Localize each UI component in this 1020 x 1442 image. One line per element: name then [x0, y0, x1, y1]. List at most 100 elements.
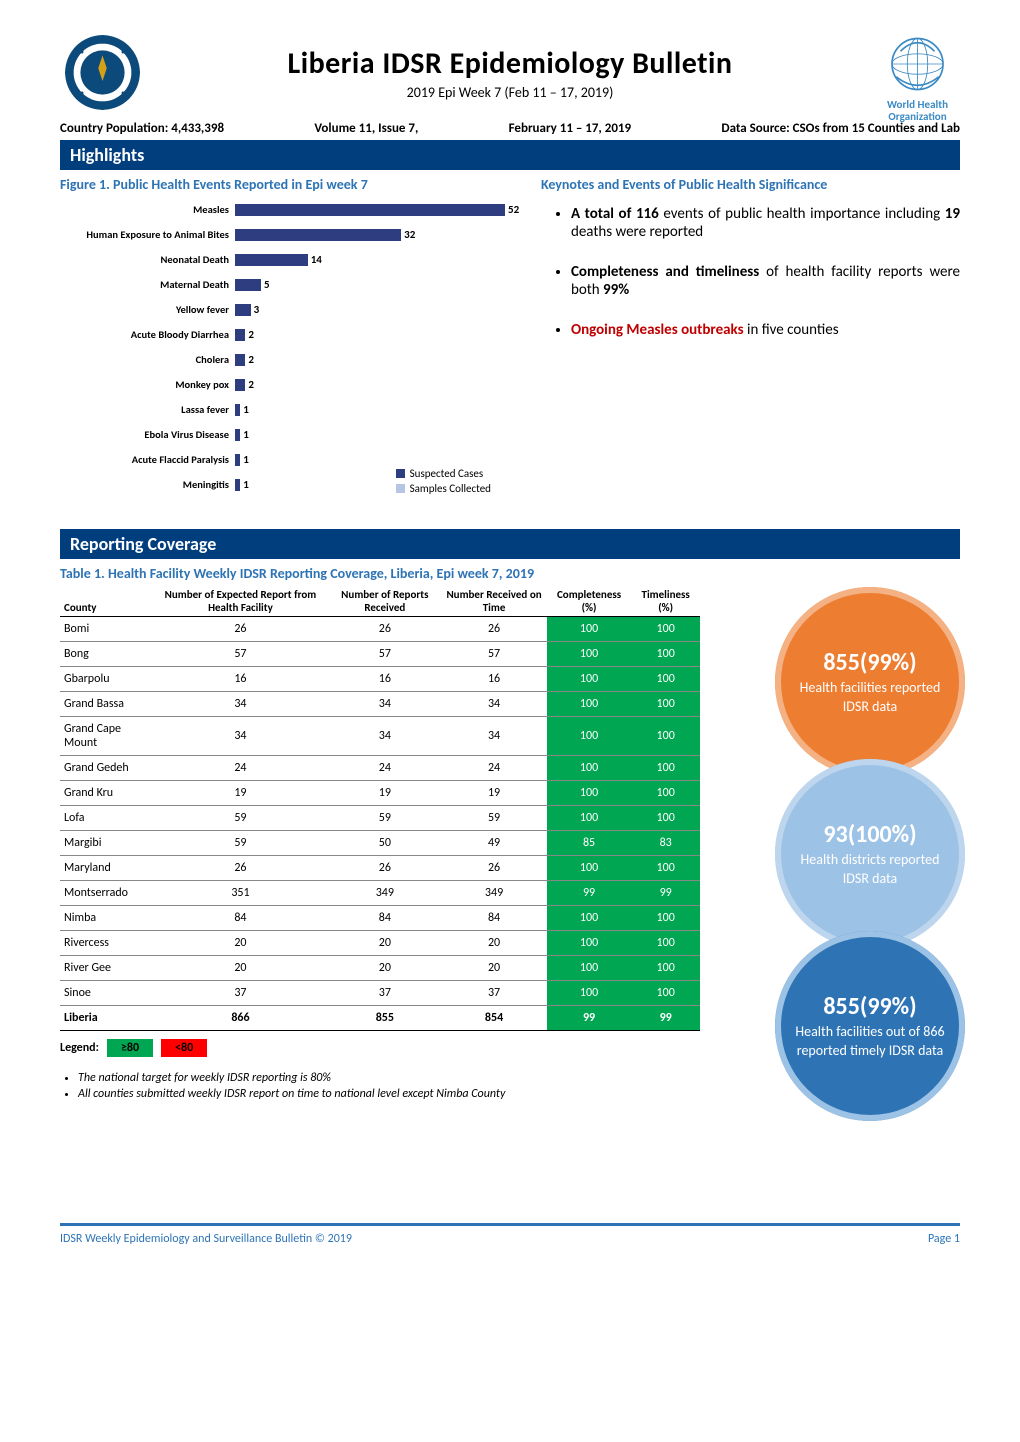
header: Liberia IDSR Epidemiology Bulletin 2019 … — [60, 30, 960, 115]
chart-label: Yellow fever — [60, 303, 235, 316]
chart-label: Neonatal Death — [60, 253, 235, 266]
table-cell: 34 — [153, 717, 329, 756]
meta-source: Data Source: CSOs from 15 Counties and L… — [721, 121, 960, 136]
bar-area: 3 — [235, 303, 521, 317]
chart-label: Meningitis — [60, 478, 235, 491]
table-cell: 57 — [328, 642, 441, 667]
table-cell: Bomi — [60, 617, 153, 642]
bar: 32 — [235, 229, 401, 241]
table-cell: 59 — [441, 806, 546, 831]
table-cell: Margibi — [60, 831, 153, 856]
stat-label: Health facilities out of 866 reported ti… — [795, 1023, 945, 1059]
stat-circle-timely: 855(99%) Health facilities out of 866 re… — [775, 931, 965, 1121]
chart-label: Acute Bloody Diarrhea — [60, 328, 235, 341]
legend-samples: Samples Collected — [396, 482, 491, 495]
table-cell: 99 — [631, 881, 700, 906]
stat-circle-districts: 93(100%) Health districts reported IDSR … — [775, 759, 965, 949]
nphil-logo — [60, 30, 145, 115]
table-cell: Lofa — [60, 806, 153, 831]
table-cell: 84 — [441, 906, 546, 931]
chart-row: Cholera2 — [60, 347, 521, 372]
bar-area: 5 — [235, 278, 521, 292]
table-cell: 24 — [153, 756, 329, 781]
figure-title: Figure 1. Public Health Events Reported … — [60, 176, 521, 193]
keynote-item: Ongoing Measles outbreaks in five counti… — [571, 321, 960, 339]
keynotes-title: Keynotes and Events of Public Health Sig… — [541, 176, 960, 193]
meta-line: Country Population: 4,433,398 Volume 11,… — [60, 121, 960, 136]
table-cell: 37 — [328, 981, 441, 1006]
table-cell: 50 — [328, 831, 441, 856]
table-cell: 99 — [547, 1006, 632, 1031]
table-cell: 34 — [153, 692, 329, 717]
chart-label: Monkey pox — [60, 378, 235, 391]
table-cell: 16 — [441, 667, 546, 692]
meta-volume: Volume 11, Issue 7, — [314, 121, 418, 136]
table-cell: 100 — [631, 617, 700, 642]
bar-area: 1 — [235, 403, 521, 417]
table-cell: 100 — [631, 781, 700, 806]
table-header: Number of Expected Report from Health Fa… — [153, 586, 329, 617]
bar: 2 — [235, 379, 245, 391]
bar-area: 2 — [235, 353, 521, 367]
table-cell: 59 — [153, 806, 329, 831]
bar-value: 2 — [248, 353, 254, 366]
table-cell: 100 — [631, 717, 700, 756]
chart-label: Cholera — [60, 353, 235, 366]
table-cell: 84 — [328, 906, 441, 931]
chart-label: Maternal Death — [60, 278, 235, 291]
table-cell: 37 — [441, 981, 546, 1006]
stat-circle-facilities: 855(99%) Health facilities reported IDSR… — [775, 587, 965, 777]
table-cell: Bong — [60, 642, 153, 667]
table-cell: 20 — [153, 931, 329, 956]
table-cell: Liberia — [60, 1006, 153, 1031]
table-cell: 57 — [441, 642, 546, 667]
table-header: County — [60, 586, 153, 617]
table-cell: 26 — [153, 856, 329, 881]
table-cell: 20 — [153, 956, 329, 981]
stat-value: 855(99%) — [823, 648, 916, 677]
bar-area: 14 — [235, 253, 521, 267]
table-cell: 20 — [441, 931, 546, 956]
table-cell: 854 — [441, 1006, 546, 1031]
bar-area: 52 — [235, 203, 521, 217]
table-cell: 24 — [328, 756, 441, 781]
table-row: Lofa595959100100 — [60, 806, 700, 831]
table-cell: 855 — [328, 1006, 441, 1031]
footer-right: Page 1 — [928, 1232, 960, 1246]
legend-label: Legend: — [60, 1041, 99, 1055]
table-cell: Montserrado — [60, 881, 153, 906]
highlights-content: Figure 1. Public Health Events Reported … — [60, 176, 960, 527]
table-total-row: Liberia8668558549999 — [60, 1006, 700, 1031]
bar: 14 — [235, 254, 308, 266]
table-cell: 59 — [328, 806, 441, 831]
table-cell: 100 — [547, 806, 632, 831]
bar-area: 1 — [235, 428, 521, 442]
table-header: Number of Reports Received — [328, 586, 441, 617]
table-cell: 19 — [153, 781, 329, 806]
bar: 2 — [235, 354, 245, 366]
coverage-table: CountyNumber of Expected Report from Hea… — [60, 586, 700, 1031]
bar: 1 — [235, 404, 240, 416]
legend-samples-label: Samples Collected — [410, 482, 491, 495]
bar-area: 32 — [235, 228, 521, 242]
footer: IDSR Weekly Epidemiology and Surveillanc… — [60, 1223, 960, 1246]
bar: 1 — [235, 429, 240, 441]
table-cell: Grand Gedeh — [60, 756, 153, 781]
table-cell: 83 — [631, 831, 700, 856]
table-title: Table 1. Health Facility Weekly IDSR Rep… — [60, 565, 960, 582]
chart-row: Maternal Death5 — [60, 272, 521, 297]
table-cell: 100 — [547, 781, 632, 806]
table-cell: 100 — [547, 667, 632, 692]
table-header: Number Received on Time — [441, 586, 546, 617]
meta-population: Country Population: 4,433,398 — [60, 121, 224, 136]
stat-value: 855(99%) — [823, 992, 916, 1021]
legend-square-icon — [396, 484, 405, 493]
table-cell: 20 — [328, 956, 441, 981]
table-cell: Grand Kru — [60, 781, 153, 806]
table-cell: 100 — [547, 717, 632, 756]
chart-row: Ebola Virus Disease1 — [60, 422, 521, 447]
stat-label: Health facilities reported IDSR data — [795, 679, 945, 715]
table-row: Bong575757100100 — [60, 642, 700, 667]
table-cell: 100 — [631, 956, 700, 981]
bar-value: 52 — [508, 203, 519, 216]
